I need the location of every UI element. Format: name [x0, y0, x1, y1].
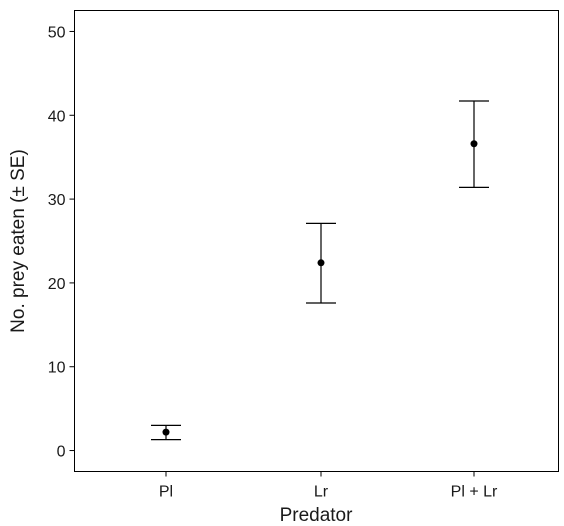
y-tick-label: 30 — [48, 192, 66, 209]
y-tick-label: 20 — [48, 276, 66, 293]
x-tick-label: Pl — [159, 484, 173, 501]
y-tick-label: 40 — [48, 108, 66, 125]
y-tick-label: 0 — [57, 444, 66, 461]
y-tick-label: 50 — [48, 24, 66, 41]
x-axis-title: Predator — [280, 505, 354, 526]
plot-frame — [74, 10, 559, 472]
data-marks — [151, 100, 489, 441]
data-point — [317, 259, 325, 267]
y-axis: 0 10 20 30 40 50 — [48, 24, 75, 461]
data-point — [162, 428, 170, 436]
y-tick-label: 10 — [48, 360, 66, 377]
y-axis-title: No. prey eaten (± SE) — [8, 149, 29, 333]
x-tick-label: Lr — [314, 484, 329, 501]
x-axis: Pl Lr Pl + Lr — [159, 471, 498, 501]
x-tick-label: Pl + Lr — [451, 484, 498, 501]
data-point — [470, 140, 478, 148]
